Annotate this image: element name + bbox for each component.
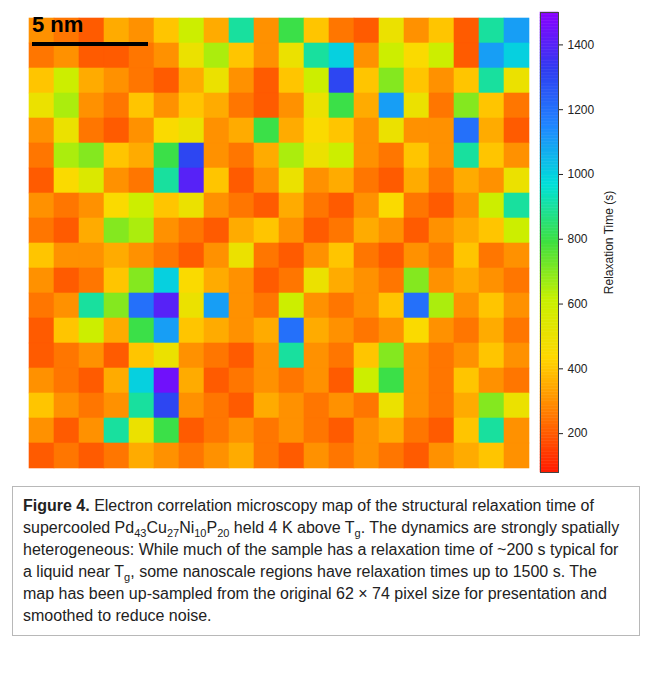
svg-text:200: 200 — [568, 426, 588, 440]
svg-text:800: 800 — [568, 232, 588, 246]
svg-text:1200: 1200 — [568, 103, 595, 117]
svg-text:1000: 1000 — [568, 167, 595, 181]
html-text:5 nm: 5 nm — [32, 12, 84, 37]
html-text:Figure 4. Electron correlation: Figure 4. Electron correlation microscop… — [23, 497, 620, 624]
svg-text:1400: 1400 — [568, 38, 595, 52]
svg-text:Relaxation Time (s): Relaxation Time (s) — [602, 191, 616, 294]
svg-text:600: 600 — [568, 297, 588, 311]
svg-text:400: 400 — [568, 362, 588, 376]
